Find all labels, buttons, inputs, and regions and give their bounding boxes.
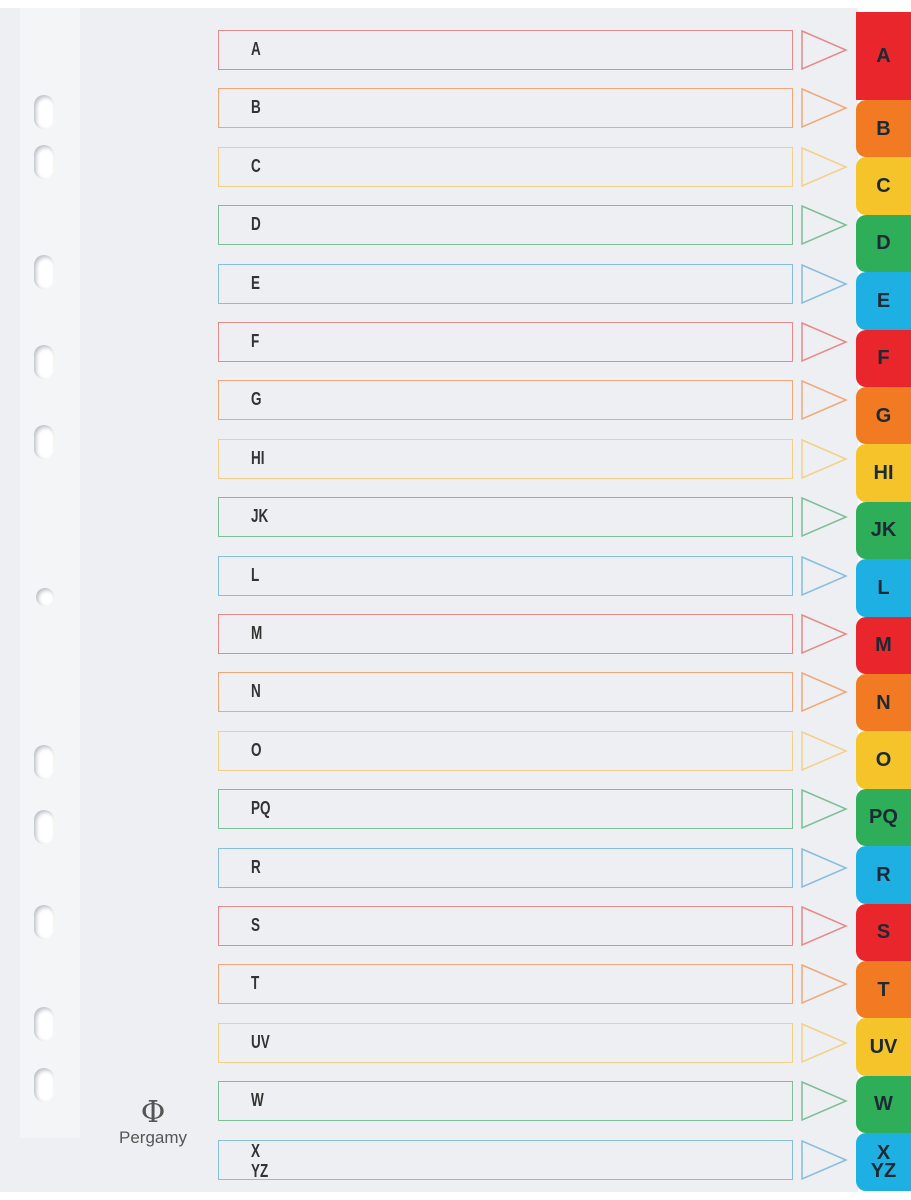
arrow-icon: [801, 380, 848, 421]
punch-hole: [34, 1007, 54, 1041]
index-entry-field: JK: [218, 497, 793, 538]
entry-label: UV: [251, 1031, 270, 1052]
index-entry-field: E: [218, 263, 793, 304]
brand-name: Pergamy: [118, 1128, 188, 1147]
index-tab[interactable]: R: [856, 846, 911, 904]
index-tab[interactable]: W: [856, 1075, 911, 1134]
index-tab[interactable]: X YZ: [856, 1133, 911, 1191]
punch-hole: [34, 810, 54, 844]
pergamy-logo: Φ Pergamy: [108, 1098, 198, 1148]
punch-hole: [34, 1068, 54, 1102]
index-tab[interactable]: G: [856, 387, 911, 445]
index-entry-field: L: [218, 555, 793, 596]
punched-strip: [20, 8, 80, 1138]
index-tab[interactable]: C: [856, 157, 911, 215]
arrow-icon: [801, 30, 848, 70]
index-entry-field: PQ: [218, 789, 793, 830]
arrow-icon: [801, 438, 848, 479]
entry-label: S: [251, 915, 261, 935]
entry-label: HI: [251, 447, 265, 468]
entry-label: F: [251, 331, 260, 351]
entry-label: B: [251, 97, 261, 118]
punch-hole: [34, 905, 54, 939]
index-entry-field: S: [218, 906, 793, 946]
entry-label: PQ: [251, 798, 271, 819]
arrow-icon: [801, 672, 848, 713]
entry-label: W: [251, 1090, 264, 1111]
index-entry-field: D: [218, 205, 793, 246]
entry-label: JK: [251, 506, 269, 527]
index-tab[interactable]: F: [856, 329, 911, 387]
arrow-icon: [801, 1022, 848, 1063]
punch-hole: [34, 255, 54, 289]
entry-label: M: [251, 623, 263, 643]
entry-label: T: [251, 973, 260, 994]
index-tab[interactable]: A: [856, 12, 911, 100]
arrow-icon: [801, 789, 848, 830]
index-tab[interactable]: T: [856, 961, 911, 1019]
entry-label: N: [251, 681, 261, 702]
arrow-icon: [801, 146, 848, 187]
index-entry-field: R: [218, 847, 793, 888]
entry-label: G: [251, 389, 262, 410]
arrow-icon: [801, 964, 848, 1005]
entry-label: L: [251, 564, 260, 585]
index-entry-field: T: [218, 964, 793, 1005]
index-entry-field: F: [218, 322, 793, 362]
logo-mark-icon: Φ: [140, 1095, 166, 1130]
index-tab[interactable]: E: [856, 272, 911, 330]
index-tab[interactable]: UV: [856, 1018, 911, 1076]
index-entry-field: M: [218, 614, 793, 654]
arrow-icon: [801, 263, 848, 304]
entry-label: D: [251, 214, 261, 235]
index-entry-field: B: [218, 88, 793, 129]
entry-label: C: [251, 155, 261, 176]
arrow-icon: [801, 88, 848, 129]
index-tab[interactable]: O: [856, 731, 911, 789]
index-tab[interactable]: PQ: [856, 788, 911, 847]
index-entry-field: C: [218, 146, 793, 187]
index-tab[interactable]: D: [856, 214, 911, 273]
arrow-icon: [801, 847, 848, 888]
arrow-icon: [801, 555, 848, 596]
index-tab[interactable]: B: [856, 100, 911, 158]
index-entry-field: W: [218, 1081, 793, 1122]
index-entry-field: G: [218, 380, 793, 421]
index-entry-field: X YZ: [218, 1139, 793, 1181]
index-tab[interactable]: M: [856, 616, 911, 674]
entry-label: E: [251, 272, 261, 293]
arrow-icon: [801, 1139, 848, 1180]
index-entry-field: N: [218, 672, 793, 713]
arrow-icon: [801, 205, 848, 246]
index-tab[interactable]: HI: [856, 444, 911, 502]
arrow-icon: [801, 1081, 848, 1122]
index-tab[interactable]: S: [856, 903, 911, 961]
arrow-icon: [801, 614, 848, 654]
entry-label: X YZ: [251, 1140, 269, 1181]
index-tab[interactable]: L: [856, 559, 911, 617]
index-entry-field: HI: [218, 438, 793, 479]
index-entry-field: A: [218, 30, 793, 70]
punch-hole: [34, 345, 54, 379]
entry-label: O: [251, 739, 262, 760]
index-tab[interactable]: JK: [856, 501, 911, 560]
entry-label: R: [251, 856, 261, 877]
punch-hole: [34, 425, 54, 459]
index-tab[interactable]: N: [856, 674, 911, 732]
punch-hole: [34, 745, 54, 779]
entry-label: A: [251, 39, 261, 59]
punch-hole: [36, 588, 54, 606]
arrow-icon: [801, 497, 848, 538]
arrow-icon: [801, 906, 848, 946]
index-entry-field: O: [218, 730, 793, 771]
punch-hole: [34, 145, 54, 179]
index-entry-field: UV: [218, 1022, 793, 1063]
arrow-icon: [801, 730, 848, 771]
punch-hole: [34, 95, 54, 129]
arrow-icon: [801, 322, 848, 362]
